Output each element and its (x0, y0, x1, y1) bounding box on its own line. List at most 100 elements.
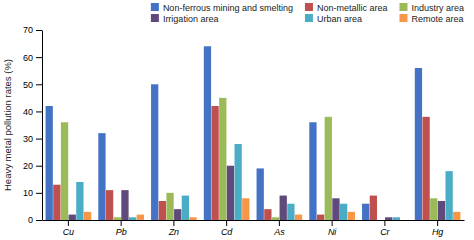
bar (280, 196, 287, 220)
y-tick-mark (36, 139, 42, 140)
bar (438, 201, 445, 220)
bar (106, 190, 113, 220)
x-tick: Cu (63, 220, 75, 237)
y-tick: 0 (28, 215, 42, 225)
bar (166, 193, 173, 220)
bar (151, 84, 158, 220)
bar (317, 215, 324, 220)
bar (362, 204, 369, 220)
bar (309, 122, 316, 220)
x-tick-mark (68, 220, 69, 226)
legend-item: Non-metallic area (305, 3, 388, 13)
bar (76, 182, 83, 220)
x-tick-label: As (273, 227, 285, 237)
bar (340, 204, 347, 220)
y-tick-label: 0 (28, 215, 33, 225)
bar (174, 209, 181, 220)
legend-item: Irrigation area (151, 14, 219, 24)
y-axis-title: Heavy metal pollution rates (%) (2, 59, 13, 191)
legend-label: Urban area (317, 14, 362, 24)
y-tick-label: 50 (23, 80, 33, 90)
legend-swatch (399, 14, 407, 22)
x-tick: Hg (432, 220, 444, 237)
y-axis: 010203040506070 (23, 25, 43, 225)
x-tick-mark (173, 220, 174, 226)
x-tick: Cd (221, 220, 233, 237)
legend-item: Urban area (305, 14, 362, 24)
y-tick: 70 (23, 25, 42, 35)
x-tick: Pb (116, 220, 127, 237)
x-tick-label: Cd (221, 227, 233, 237)
bar (204, 46, 211, 220)
y-tick-label: 60 (23, 53, 33, 63)
bar (121, 190, 128, 220)
bar (295, 215, 302, 220)
bar (287, 204, 294, 220)
x-tick-mark (332, 220, 333, 226)
legend-swatch (151, 3, 159, 11)
x-tick: Zn (168, 220, 180, 237)
bar (264, 209, 271, 220)
bar (98, 133, 105, 220)
bar (332, 198, 339, 220)
y-tick: 20 (23, 161, 42, 171)
bar (415, 68, 422, 220)
y-tick: 50 (23, 80, 42, 90)
y-tick-label: 40 (23, 107, 33, 117)
y-tick-label: 10 (23, 188, 33, 198)
bar (257, 168, 264, 220)
y-tick-mark (36, 84, 42, 85)
legend-item: Industry area (399, 3, 464, 13)
legend-label: Non-ferrous mining and smelting (163, 3, 293, 13)
bar (393, 217, 400, 220)
plot: 010203040506070CuPbZnCdAsNiCrHg (23, 25, 465, 237)
bar (211, 106, 218, 220)
bar (53, 185, 60, 220)
y-tick: 10 (23, 188, 42, 198)
x-tick-label: Pb (116, 227, 127, 237)
bar (227, 166, 234, 220)
y-tick-mark (36, 30, 42, 31)
bar (400, 220, 407, 221)
x-tick-mark (437, 220, 438, 226)
legend: Non-ferrous mining and smelting Non-metal… (151, 3, 464, 24)
bar (272, 217, 279, 220)
bar (422, 117, 429, 220)
bar (377, 220, 384, 221)
x-tick-label: Zn (168, 227, 180, 237)
legend-swatch (305, 14, 313, 22)
y-tick: 40 (23, 107, 42, 117)
y-tick-mark (36, 193, 42, 194)
bar (370, 196, 377, 220)
bar (182, 196, 189, 220)
x-axis-line (43, 220, 465, 221)
bar (46, 106, 53, 220)
bar (69, 215, 76, 220)
x-tick-mark (384, 220, 385, 226)
y-tick-mark (36, 166, 42, 167)
y-tick-mark (36, 111, 42, 112)
bar (325, 117, 332, 220)
x-tick-mark (279, 220, 280, 226)
bar (348, 212, 355, 220)
x-tick-label: Ni (328, 227, 337, 237)
bar (114, 217, 121, 220)
bar (84, 212, 91, 220)
bar (61, 122, 68, 220)
legend-swatch (399, 3, 407, 11)
bar (219, 98, 226, 220)
y-tick-label: 20 (23, 161, 33, 171)
bar (453, 212, 460, 220)
legend-label: Remote area (411, 14, 463, 24)
bar (189, 217, 196, 220)
bar (242, 198, 249, 220)
y-tick-label: 70 (23, 25, 33, 35)
bar (137, 215, 144, 220)
legend-label: Industry area (411, 3, 464, 13)
legend-swatch (151, 14, 159, 22)
legend-label: Non-metallic area (317, 3, 388, 13)
y-tick-mark (36, 57, 42, 58)
bar (430, 198, 437, 220)
x-tick-mark (121, 220, 122, 226)
bar (159, 201, 166, 220)
